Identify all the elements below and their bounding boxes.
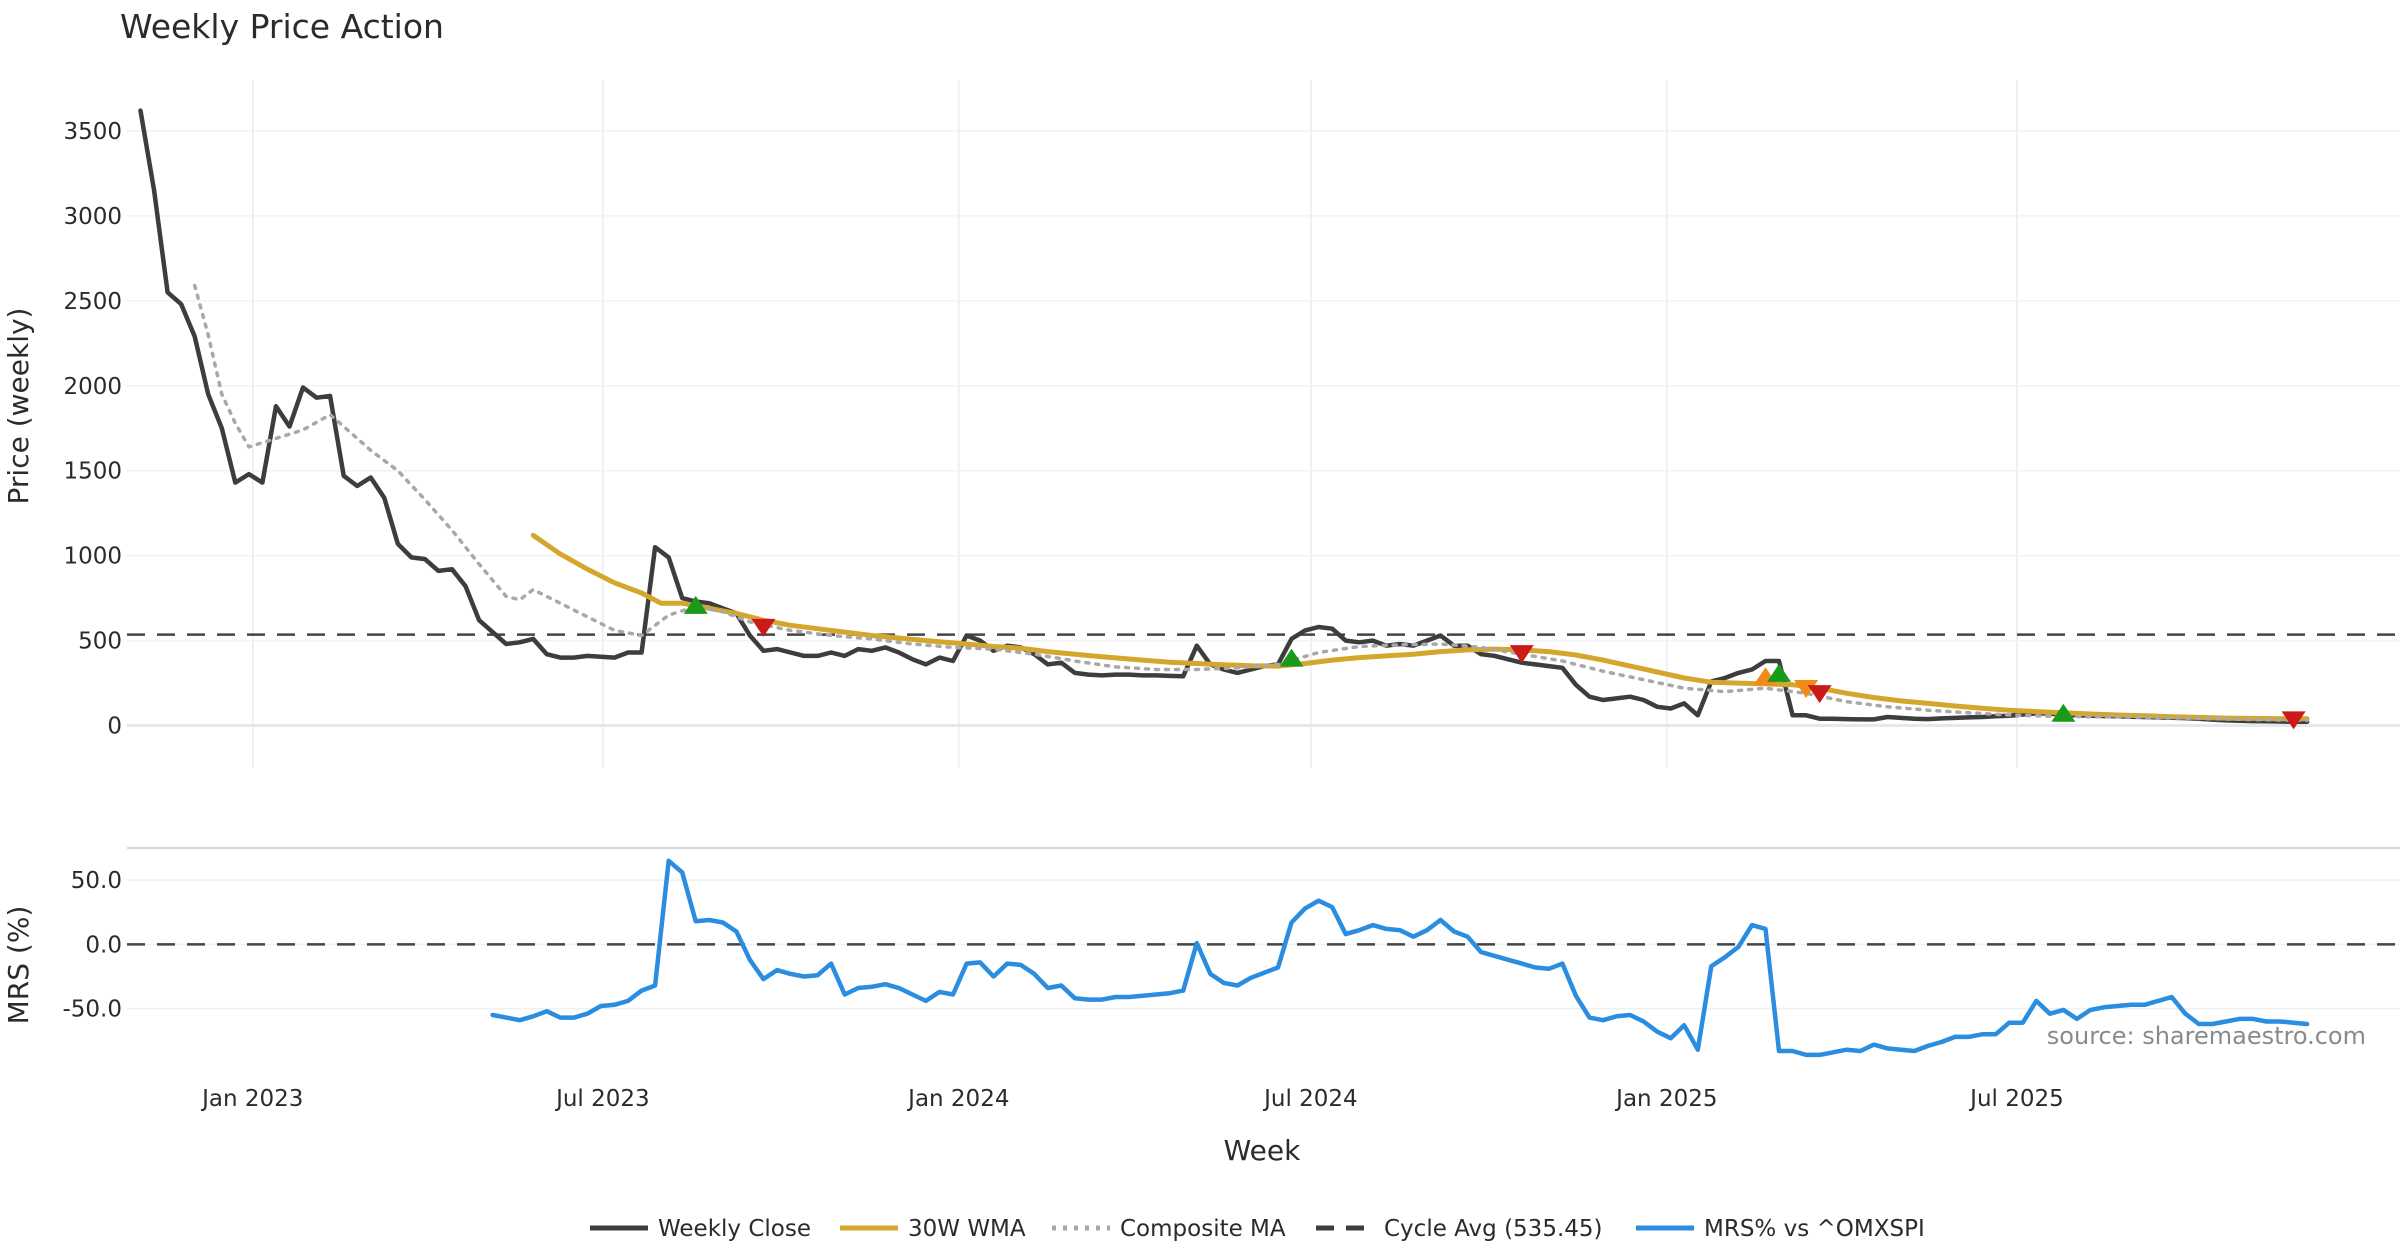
buy-signal-marker bbox=[2051, 703, 2076, 722]
price-y-tick-label: 0 bbox=[107, 714, 122, 740]
x-tick-label: Jul 2025 bbox=[1968, 1086, 2064, 1112]
mrs-y-tick-label: 50.0 bbox=[71, 868, 122, 894]
mrs-panel: 50.0 0.0 -50.0 bbox=[62, 847, 2400, 1058]
source-label: source: sharemaestro.com bbox=[2047, 1022, 2366, 1050]
sell-signal-marker bbox=[1807, 685, 1832, 704]
buy-signal-marker bbox=[1767, 663, 1792, 682]
price-y-axis-title: Price (weekly) bbox=[2, 308, 35, 505]
price-y-tick-label: 3500 bbox=[63, 119, 122, 145]
chart-title: Weekly Price Action bbox=[120, 7, 444, 46]
x-tick-label: Jan 2023 bbox=[200, 1086, 303, 1112]
sell-signal-marker bbox=[1509, 645, 1534, 664]
x-tick-labels: Jan 2023 Jul 2023 Jan 2024 Jul 2024 Jan 2025… bbox=[200, 1086, 2064, 1112]
price-y-tick-label: 1500 bbox=[63, 459, 122, 485]
series-weekly-close bbox=[138, 108, 2310, 725]
sell-signal-marker bbox=[751, 618, 776, 637]
x-axis-title: Week bbox=[1224, 1134, 1301, 1167]
mrs-y-tick-label: 0.0 bbox=[85, 932, 122, 958]
price-panel: 0 500 1000 1500 2000 2500 3000 3500 bbox=[63, 80, 2400, 768]
series-30w-wma bbox=[530, 532, 2310, 722]
legend-label: Weekly Close bbox=[658, 1216, 811, 1242]
sell-signal-marker bbox=[2281, 711, 2306, 730]
x-tick-label: Jul 2024 bbox=[1262, 1086, 1358, 1112]
sell-signal-marker bbox=[1794, 680, 1819, 699]
buy-signal-marker bbox=[1279, 648, 1304, 667]
mrs-y-tick-label: -50.0 bbox=[62, 997, 122, 1023]
legend-label: Composite MA bbox=[1120, 1216, 1286, 1242]
legend-label: 30W WMA bbox=[908, 1216, 1026, 1242]
series-composite-ma bbox=[192, 283, 2309, 723]
x-tick-label: Jan 2025 bbox=[1614, 1086, 1717, 1112]
x-tick-label: Jul 2023 bbox=[554, 1086, 650, 1112]
series-mrs bbox=[490, 858, 2310, 1058]
legend-label: Cycle Avg (535.45) bbox=[1384, 1216, 1603, 1242]
legend: Weekly Close 30W WMA Composite MA Cycle Avg… bbox=[590, 1216, 1925, 1242]
mrs-y-axis-title: MRS (%) bbox=[2, 906, 35, 1025]
buy-signal-marker bbox=[683, 595, 708, 614]
x-tick-label: Jan 2024 bbox=[906, 1086, 1009, 1112]
price-y-tick-label: 3000 bbox=[63, 204, 122, 230]
price-y-tick-label: 500 bbox=[78, 629, 122, 655]
legend-label: MRS% vs ^OMXSPI bbox=[1704, 1216, 1925, 1242]
price-y-tick-label: 2000 bbox=[63, 374, 122, 400]
price-y-tick-label: 1000 bbox=[63, 544, 122, 570]
price-y-tick-label: 2500 bbox=[63, 289, 122, 315]
